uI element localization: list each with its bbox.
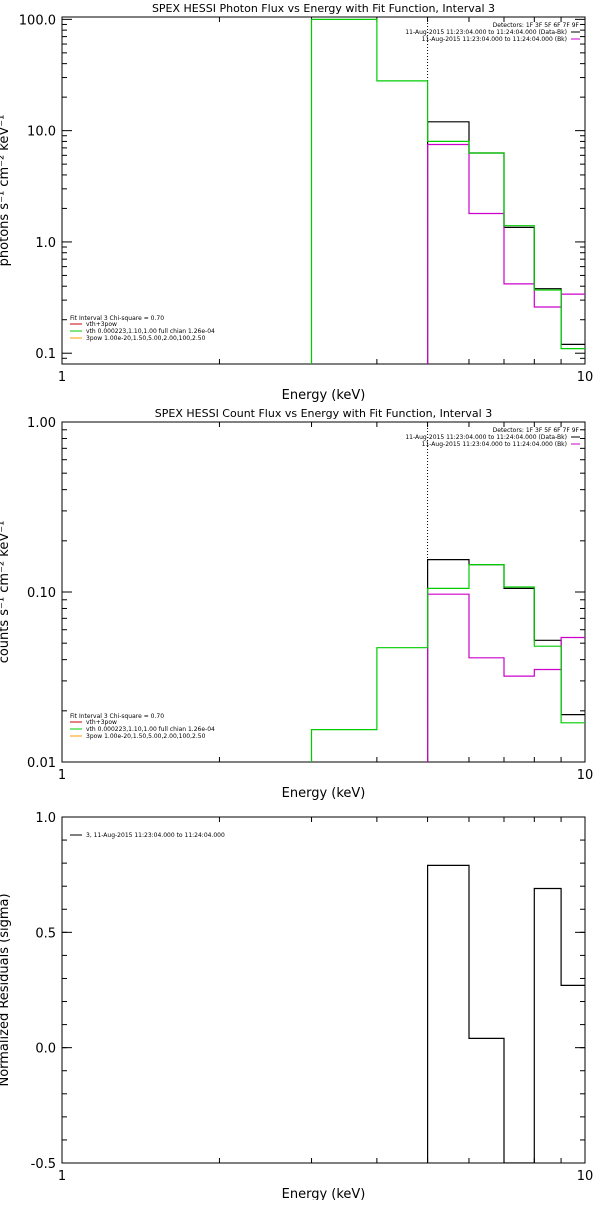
y-tick-label: 0.01 (27, 756, 56, 771)
legend-left-title: Fit Interval 3 Chi-square = 0.70 (70, 315, 164, 322)
x-tick-label: 10 (577, 1169, 594, 1184)
x-tick-label: 10 (577, 370, 594, 385)
legend-right-entry: 11-Aug-2015 11:23:04.000 to 11:24:04.000… (422, 36, 567, 43)
y-tick-label: 10.0 (27, 125, 56, 140)
series-line-3 (310, 18, 585, 364)
x-axis-label: Energy (keV) (282, 786, 366, 801)
legend-left-entry: 3, 11-Aug-2015 11:23:04.000 to 11:24:04.… (86, 832, 225, 839)
x-tick-label: 10 (577, 768, 594, 783)
y-tick-label: 0.5 (35, 926, 56, 941)
x-tick-label: 1 (58, 768, 66, 783)
legend-right-entry: 11-Aug-2015 11:23:04.000 to 11:24:04.000… (422, 441, 567, 448)
legend-left-entry: 3pow 1.00e-20,1.50,5.00,2.00,100,2.50 (86, 733, 206, 740)
data-area (310, 17, 585, 364)
plot-frame (61, 816, 586, 1164)
photon-flux-panel: SPEX HESSI Photon Flux vs Energy with Fi… (0, 2, 593, 403)
x-tick-label: 1 (58, 1169, 66, 1184)
y-tick-label: 1.00 (27, 416, 56, 431)
legend-left-entry: vth 0.000223,1.10,1.00 full chian 1.26e-… (86, 328, 215, 335)
plot-frame (61, 421, 586, 763)
data-area (427, 864, 585, 1163)
legend-left-entry: vth+3pow (86, 719, 117, 726)
legend-left-entry: vth+3pow (86, 321, 117, 328)
chart-title: SPEX HESSI Count Flux vs Energy with Fit… (155, 407, 492, 420)
count-flux-panel: SPEX HESSI Count Flux vs Energy with Fit… (0, 407, 593, 801)
legend-right-entry: 11-Aug-2015 11:23:04.000 to 11:24:04.000… (405, 29, 567, 36)
x-axis-label: Energy (keV) (282, 1187, 366, 1200)
y-tick-label: -0.5 (31, 1157, 56, 1172)
x-axis-label: Energy (keV) (282, 388, 366, 403)
y-tick-label: 0.10 (27, 586, 56, 601)
y-axis-label: photons s⁻¹ cm⁻² keV⁻¹ (0, 115, 12, 267)
legend-right-entry: Detectors: 1F 3F 5F 6F 7F 9F (493, 22, 580, 29)
y-tick-label: 0.0 (35, 1042, 56, 1057)
series-line-3 (310, 564, 585, 762)
data-area (310, 422, 585, 762)
chart-title: SPEX HESSI Photon Flux vs Energy with Fi… (152, 2, 495, 15)
legend-right-entry: 11-Aug-2015 11:23:04.000 to 11:24:04.000… (405, 434, 567, 441)
y-axis-label: counts s⁻¹ cm⁻² keV⁻¹ (0, 521, 12, 664)
series-line-1 (427, 864, 585, 1163)
x-tick-label: 1 (58, 370, 66, 385)
y-tick-label: 1.0 (35, 236, 56, 251)
legend-left-title: Fit Interval 3 Chi-square = 0.70 (70, 713, 164, 720)
y-tick-label: 1.0 (35, 811, 56, 826)
legend-left-entry: vth 0.000223,1.10,1.00 full chian 1.26e-… (86, 726, 215, 733)
y-tick-label: 0.1 (35, 347, 56, 362)
residuals-panel: 1 10 -0.5 0.0 0.5 1.0 Energy (keV) Normalized R… (0, 811, 594, 1202)
legend-left-entry: 3pow 1.00e-20,1.50,5.00,2.00,100,2.50 (86, 335, 206, 342)
y-axis-label: Normalized Residuals (sigma) (0, 893, 12, 1086)
y-tick-label: 100.0 (19, 13, 56, 28)
legend-right-entry: Detectors: 1F 3F 5F 6F 7F 9F (493, 427, 580, 434)
plot-frame (61, 16, 586, 365)
